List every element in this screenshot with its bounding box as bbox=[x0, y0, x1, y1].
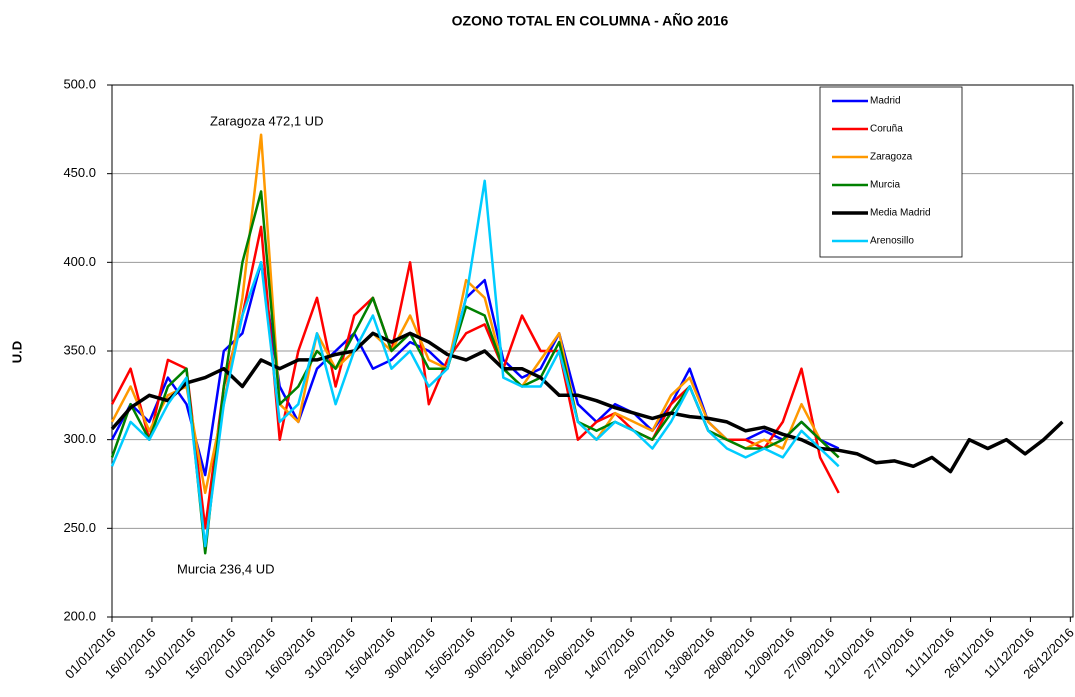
series-line bbox=[110, 331, 1064, 474]
y-tick-label: 300.0 bbox=[63, 431, 96, 446]
series-line bbox=[110, 179, 840, 548]
legend-label: Murcia bbox=[870, 180, 900, 191]
series-line bbox=[110, 133, 840, 495]
legend-label: Madrid bbox=[870, 96, 901, 107]
legend-label: Zaragoza bbox=[870, 152, 913, 163]
plot-frame bbox=[111, 84, 1074, 618]
legend-label: Arenosillo bbox=[870, 236, 914, 247]
y-tick-label: 500.0 bbox=[63, 76, 96, 91]
y-tick-label: 200.0 bbox=[63, 608, 96, 623]
legend-label: Media Madrid bbox=[870, 208, 931, 219]
chart-title: OZONO TOTAL EN COLUMNA - AÑO 2016 bbox=[452, 12, 729, 29]
legend-label: Coruña bbox=[870, 124, 903, 135]
annotation: Zaragoza 472,1 UD bbox=[210, 113, 323, 128]
y-tick-label: 250.0 bbox=[63, 520, 96, 535]
y-tick-label: 450.0 bbox=[63, 165, 96, 180]
y-axis-label: U.D bbox=[9, 341, 24, 363]
annotation: Murcia 236,4 UD bbox=[177, 561, 275, 576]
y-tick-label: 400.0 bbox=[63, 254, 96, 269]
legend-box bbox=[819, 86, 963, 258]
y-tick-label: 350.0 bbox=[63, 342, 96, 357]
series-line bbox=[110, 190, 840, 555]
